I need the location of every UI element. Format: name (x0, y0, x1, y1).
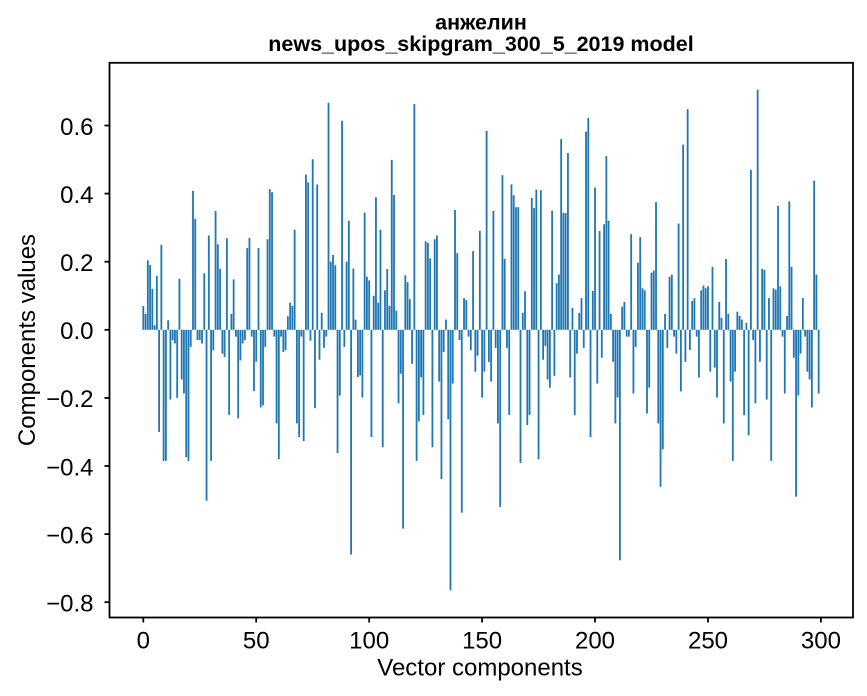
svg-text:150: 150 (462, 628, 502, 655)
svg-text:0: 0 (137, 628, 150, 655)
svg-text:−0.8: −0.8 (46, 591, 93, 618)
svg-text:0.2: 0.2 (60, 250, 93, 277)
svg-text:анжелин: анжелин (435, 11, 527, 35)
svg-text:Vector components: Vector components (377, 655, 582, 682)
svg-text:100: 100 (349, 628, 389, 655)
svg-text:−0.6: −0.6 (46, 522, 93, 549)
svg-text:0.0: 0.0 (60, 318, 93, 345)
svg-text:200: 200 (575, 628, 615, 655)
svg-text:300: 300 (801, 628, 841, 655)
svg-text:250: 250 (688, 628, 728, 655)
svg-text:−0.2: −0.2 (46, 386, 93, 413)
svg-text:50: 50 (243, 628, 270, 655)
svg-text:Components values: Components values (14, 234, 41, 446)
svg-text:news_upos_skipgram_300_5_2019: news_upos_skipgram_300_5_2019 model (268, 32, 693, 56)
svg-text:0.4: 0.4 (60, 182, 93, 209)
svg-text:0.6: 0.6 (60, 114, 93, 141)
svg-text:−0.4: −0.4 (46, 454, 93, 481)
